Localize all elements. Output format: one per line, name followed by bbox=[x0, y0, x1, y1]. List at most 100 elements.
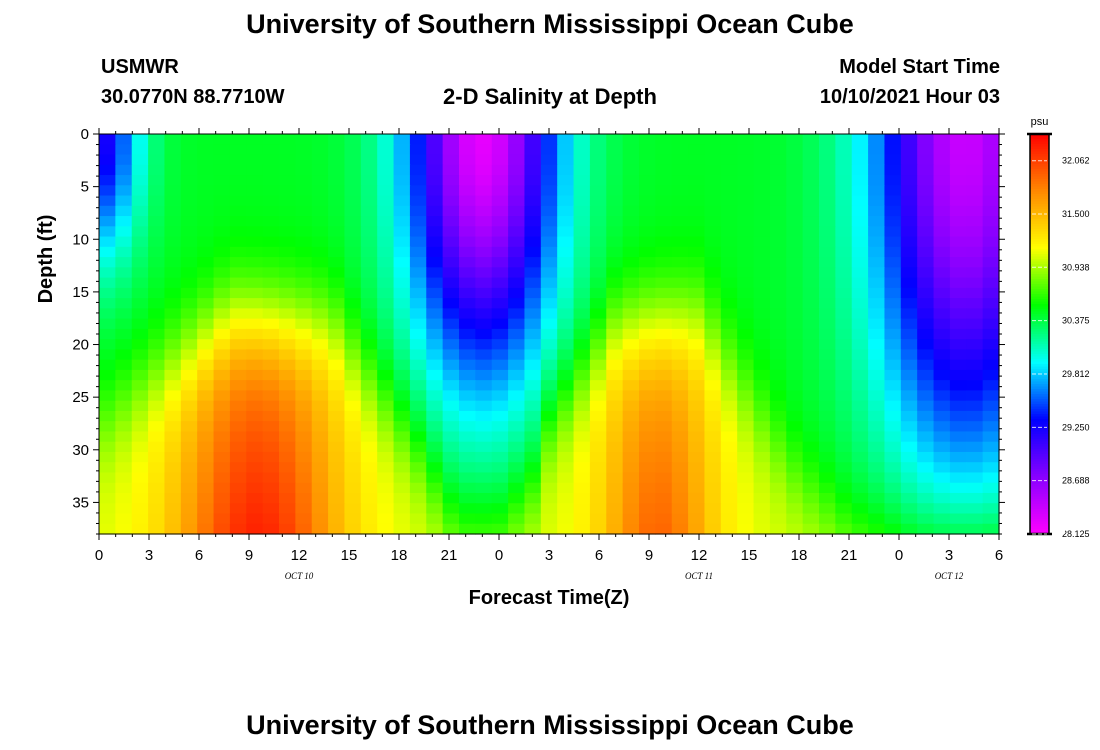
heatmap-cell bbox=[197, 216, 215, 227]
heatmap-cell bbox=[720, 523, 738, 535]
heatmap-cell bbox=[279, 390, 296, 402]
heatmap-cell bbox=[622, 134, 640, 145]
heatmap-cell bbox=[279, 277, 296, 289]
heatmap-cell bbox=[589, 298, 607, 309]
heatmap-cell bbox=[295, 431, 313, 443]
heatmap-cell bbox=[180, 369, 198, 381]
colorbar-segment bbox=[1030, 291, 1049, 295]
heatmap-cell bbox=[639, 462, 656, 474]
heatmap-cell bbox=[344, 390, 362, 402]
heatmap-cell bbox=[786, 216, 804, 227]
heatmap-cell bbox=[164, 154, 182, 166]
heatmap-cell bbox=[688, 287, 706, 299]
heatmap-cell bbox=[655, 513, 673, 525]
heatmap-cell bbox=[99, 462, 116, 474]
heatmap-cell bbox=[835, 257, 853, 268]
heatmap-cell bbox=[377, 380, 395, 392]
heatmap-cell bbox=[933, 492, 951, 504]
heatmap-cell bbox=[115, 277, 133, 289]
heatmap-cell bbox=[459, 298, 476, 309]
heatmap-cell bbox=[982, 236, 1000, 248]
heatmap-cell bbox=[311, 205, 329, 217]
heatmap-cell bbox=[491, 185, 509, 197]
heatmap-cell bbox=[409, 369, 427, 381]
heatmap-cell bbox=[99, 216, 116, 227]
heatmap-cell bbox=[328, 451, 346, 463]
heatmap-cell bbox=[917, 492, 935, 504]
heatmap-cell bbox=[753, 523, 771, 535]
heatmap-cell bbox=[704, 298, 722, 309]
heatmap-cell bbox=[164, 410, 182, 422]
heatmap-cell bbox=[229, 400, 247, 412]
heatmap-cell bbox=[884, 431, 902, 443]
heatmap-cell bbox=[328, 144, 346, 156]
heatmap-cell bbox=[197, 349, 215, 361]
heatmap-cell bbox=[786, 298, 804, 309]
heatmap-cell bbox=[966, 431, 984, 443]
heatmap-cell bbox=[982, 308, 1000, 320]
heatmap-cell bbox=[164, 421, 182, 433]
heatmap-cell bbox=[655, 503, 673, 515]
heatmap-cell bbox=[459, 462, 476, 474]
heatmap-cell bbox=[393, 195, 411, 207]
heatmap-cell bbox=[115, 287, 133, 299]
heatmap-cell bbox=[311, 226, 329, 238]
heatmap-cell bbox=[246, 287, 264, 299]
heatmap-cell bbox=[671, 308, 689, 320]
heatmap-cell bbox=[949, 513, 967, 525]
heatmap-cell bbox=[589, 195, 607, 207]
heatmap-cell bbox=[769, 246, 787, 258]
heatmap-cell bbox=[769, 195, 787, 207]
heatmap-cell bbox=[753, 390, 771, 402]
heatmap-cell bbox=[540, 339, 558, 350]
heatmap-cell bbox=[426, 318, 444, 330]
heatmap-cell bbox=[246, 369, 264, 381]
heatmap-cell bbox=[409, 472, 427, 484]
heatmap-cell bbox=[949, 380, 967, 392]
heatmap-cell bbox=[933, 287, 951, 299]
heatmap-cell bbox=[311, 421, 329, 433]
colorbar-segment bbox=[1030, 511, 1049, 515]
heatmap-cell bbox=[884, 164, 902, 176]
heatmap-cell bbox=[328, 277, 346, 289]
heatmap-cell bbox=[606, 134, 624, 145]
heatmap-cell bbox=[688, 185, 706, 197]
heatmap-cell bbox=[933, 154, 951, 166]
heatmap-cell bbox=[884, 185, 902, 197]
heatmap-cell bbox=[655, 257, 673, 268]
heatmap-cell bbox=[802, 359, 820, 371]
heatmap-cell bbox=[851, 359, 869, 371]
heatmap-cell bbox=[720, 195, 738, 207]
heatmap-cell bbox=[295, 513, 313, 525]
heatmap-cell bbox=[737, 195, 755, 207]
heatmap-cell bbox=[802, 421, 820, 433]
heatmap-cell bbox=[622, 503, 640, 515]
heatmap-cell bbox=[868, 390, 886, 402]
heatmap-cell bbox=[279, 144, 296, 156]
heatmap-cell bbox=[606, 298, 624, 309]
heatmap-cell bbox=[540, 503, 558, 515]
heatmap-cell bbox=[753, 369, 771, 381]
y-tick-label: 0 bbox=[81, 126, 89, 143]
heatmap-cell bbox=[557, 185, 575, 197]
colorbar-segment bbox=[1030, 376, 1049, 380]
heatmap-cell bbox=[557, 369, 575, 381]
heatmap-cell bbox=[589, 236, 607, 248]
heatmap-cell bbox=[606, 482, 624, 494]
heatmap-cell bbox=[819, 205, 836, 217]
heatmap-cell bbox=[589, 410, 607, 422]
heatmap-cell bbox=[671, 175, 689, 186]
heatmap-cell bbox=[426, 472, 444, 484]
heatmap-cell bbox=[246, 380, 264, 392]
heatmap-cell bbox=[671, 298, 689, 309]
heatmap-cell bbox=[933, 431, 951, 443]
heatmap-cell bbox=[491, 513, 509, 525]
heatmap-cell bbox=[229, 339, 247, 350]
heatmap-cell bbox=[802, 400, 820, 412]
heatmap-cell bbox=[851, 390, 869, 402]
heatmap-cell bbox=[982, 451, 1000, 463]
colorbar-segment bbox=[1030, 419, 1049, 423]
heatmap-cell bbox=[148, 216, 166, 227]
heatmap-cell bbox=[868, 195, 886, 207]
heatmap-cell bbox=[229, 380, 247, 392]
